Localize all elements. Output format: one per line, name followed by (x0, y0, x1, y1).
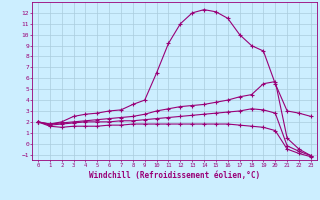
X-axis label: Windchill (Refroidissement éolien,°C): Windchill (Refroidissement éolien,°C) (89, 171, 260, 180)
